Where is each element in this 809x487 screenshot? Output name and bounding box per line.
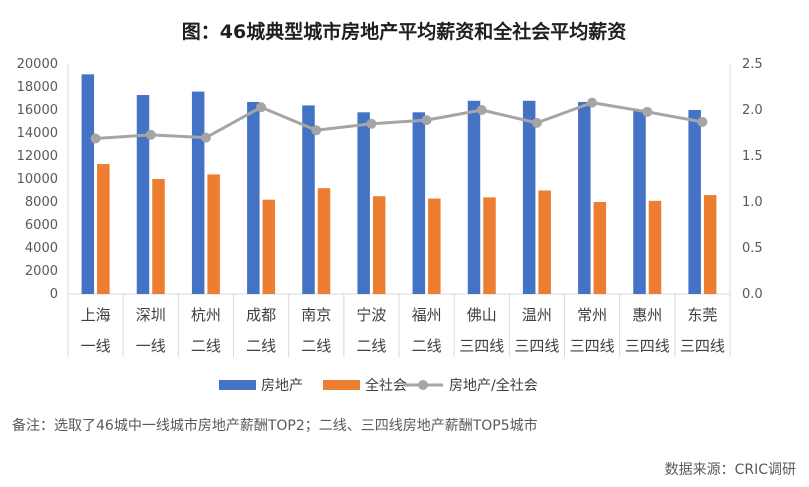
y-tick-label: 4000 xyxy=(25,241,58,256)
source-note: 数据来源：CRIC调研 xyxy=(665,462,796,478)
x-tier-label: 一线 xyxy=(136,337,166,355)
legend-label: 全社会 xyxy=(365,377,407,394)
y-tick-label: 8000 xyxy=(25,195,58,210)
ratio-line xyxy=(95,101,703,141)
legend-swatch xyxy=(323,380,360,390)
x-tier-label: 二线 xyxy=(356,337,386,355)
ratio-point xyxy=(421,115,432,126)
bar-all-society xyxy=(152,179,165,294)
ratio-point xyxy=(256,102,267,113)
bar-all-society xyxy=(428,198,441,294)
x-tier-label: 三四线 xyxy=(625,337,670,355)
bar-real-estate xyxy=(302,105,315,295)
legend-label: 房地产 xyxy=(261,378,303,394)
plot-area: 0 2000 4000 6000 8000 10000 12000 14000 16000 180… xyxy=(17,57,763,357)
bar-all-society xyxy=(483,197,496,294)
y-tick-label: 12000 xyxy=(17,149,58,164)
x-tier-label: 三四线 xyxy=(459,337,504,355)
y2-tick-label: 0.0 xyxy=(742,287,763,302)
bar-all-society xyxy=(372,196,386,294)
x-tick-label: 佛山 xyxy=(467,306,497,324)
ratio-point xyxy=(145,129,156,140)
bar-real-estate xyxy=(81,74,95,294)
x-tick-label: 温州 xyxy=(522,306,552,324)
bar-all-society xyxy=(648,200,662,294)
y2-tick-label: 0.5 xyxy=(742,241,763,256)
x-tick-label: 南京 xyxy=(301,306,331,324)
y-tick-label: 14000 xyxy=(17,126,58,141)
bar-all-society xyxy=(207,174,220,294)
y-tick-label: 18000 xyxy=(17,80,58,95)
ratio-point xyxy=(531,117,542,128)
y2-tick-label: 1.0 xyxy=(742,195,763,210)
x-tier-label: 三四线 xyxy=(680,337,725,355)
y-tick-label: 20000 xyxy=(17,57,58,72)
x-tick-label: 惠州 xyxy=(632,306,662,324)
ratio-point xyxy=(587,97,598,108)
x-tick-label: 深圳 xyxy=(136,306,166,324)
bar-all-society xyxy=(317,188,331,294)
footnote: 备注：选取了46城中一线城市房地产薪酬TOP2；二线、三四线房地产薪酬TOP5城… xyxy=(12,417,538,434)
x-tick-label: 福州 xyxy=(412,306,442,324)
y2-tick-label: 2.5 xyxy=(742,57,763,72)
x-tick-label: 宁波 xyxy=(356,306,386,324)
bar-real-estate xyxy=(633,110,646,294)
bar-real-estate xyxy=(578,101,591,294)
x-tier-label: 二线 xyxy=(301,337,331,355)
x-tier-label: 三四线 xyxy=(570,337,615,355)
x-tier-label: 二线 xyxy=(191,337,221,355)
x-tier-label: 二线 xyxy=(246,337,276,355)
chart-title: 图：46城典型城市房地产平均薪资和全社会平均薪资 xyxy=(182,20,626,43)
y-tick-label: 10000 xyxy=(17,172,58,187)
ratio-point xyxy=(697,116,708,127)
bar-real-estate xyxy=(136,95,150,294)
y-tick-label: 16000 xyxy=(17,103,58,118)
bar-real-estate xyxy=(522,100,536,294)
bar-all-society xyxy=(703,195,717,294)
ratio-point xyxy=(200,132,211,143)
x-tick-label: 杭州 xyxy=(191,306,221,324)
legend-swatch xyxy=(219,380,256,390)
bar-all-society xyxy=(538,190,551,294)
bar-real-estate xyxy=(688,110,701,294)
ratio-point xyxy=(476,105,487,115)
x-tier-label: 二线 xyxy=(412,337,442,355)
x-tick-label: 上海 xyxy=(81,306,111,324)
bar-real-estate xyxy=(412,112,426,294)
y-tick-label: 2000 xyxy=(25,264,58,279)
ratio-point xyxy=(642,106,653,117)
y-tick-label: 0 xyxy=(50,287,58,302)
bar-real-estate xyxy=(191,91,205,294)
y2-tick-label: 1.5 xyxy=(742,149,763,164)
y2-tick-label: 2.0 xyxy=(742,103,763,118)
bar-all-society xyxy=(262,199,276,294)
x-tick-label: 成都 xyxy=(246,306,276,324)
bar-all-society xyxy=(593,202,607,294)
bar-real-estate xyxy=(247,101,260,294)
x-tick-label: 东莞 xyxy=(687,306,717,324)
ratio-point xyxy=(311,125,322,136)
legend-swatch-marker xyxy=(418,380,428,390)
x-tick-label: 常州 xyxy=(577,306,607,324)
ratio-point xyxy=(90,133,101,144)
bar-real-estate xyxy=(467,100,481,294)
bar-all-society xyxy=(97,164,110,294)
ratio-point xyxy=(366,118,377,129)
y-tick-label: 6000 xyxy=(25,218,58,233)
legend: 房地产 全社会 房地产/全社会 xyxy=(219,377,538,394)
legend-label: 房地产/全社会 xyxy=(449,377,538,394)
bar-real-estate xyxy=(357,112,370,294)
x-tier-label: 三四线 xyxy=(514,337,559,355)
x-tier-label: 一线 xyxy=(81,337,111,355)
